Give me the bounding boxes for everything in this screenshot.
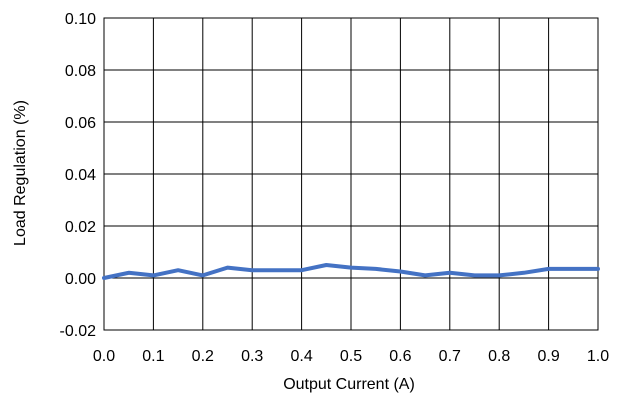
y-tick-label: 0.06 [65, 115, 96, 132]
x-tick-label: 0.1 [142, 348, 164, 365]
y-tick-label: 0.02 [65, 219, 96, 236]
y-tick-label: 0.08 [65, 63, 96, 80]
x-tick-label: 0.0 [93, 348, 115, 365]
x-tick-label: 0.9 [537, 348, 559, 365]
x-tick-label: 0.6 [389, 348, 411, 365]
x-tick-label: 1.0 [587, 348, 609, 365]
x-tick-label: 0.8 [488, 348, 510, 365]
x-axis-label: Output Current (A) [283, 376, 415, 393]
y-tick-label: -0.02 [60, 323, 97, 340]
x-tick-label: 0.3 [241, 348, 263, 365]
x-tick-label: 0.2 [192, 348, 214, 365]
x-tick-label: 0.5 [340, 348, 362, 365]
y-axis-label: Load Regulation (%) [12, 100, 29, 246]
y-tick-label: 0.04 [65, 167, 96, 184]
grid [104, 18, 598, 330]
plot-border [103, 17, 599, 331]
x-tick-label: 0.7 [439, 348, 461, 365]
x-tick-label: 0.4 [290, 348, 312, 365]
x-tick-labels: 0.0 0.1 0.2 0.3 0.4 0.5 0.6 0.7 0.8 0.9 1.0 [93, 348, 609, 365]
y-tick-label: 0.00 [65, 271, 96, 288]
plot-frame [103, 17, 599, 331]
series-layer [102, 263, 600, 280]
y-tick-labels: 0.10 0.08 0.06 0.04 0.02 0.00 -0.02 [60, 11, 97, 340]
y-tick-label: 0.10 [65, 11, 96, 28]
